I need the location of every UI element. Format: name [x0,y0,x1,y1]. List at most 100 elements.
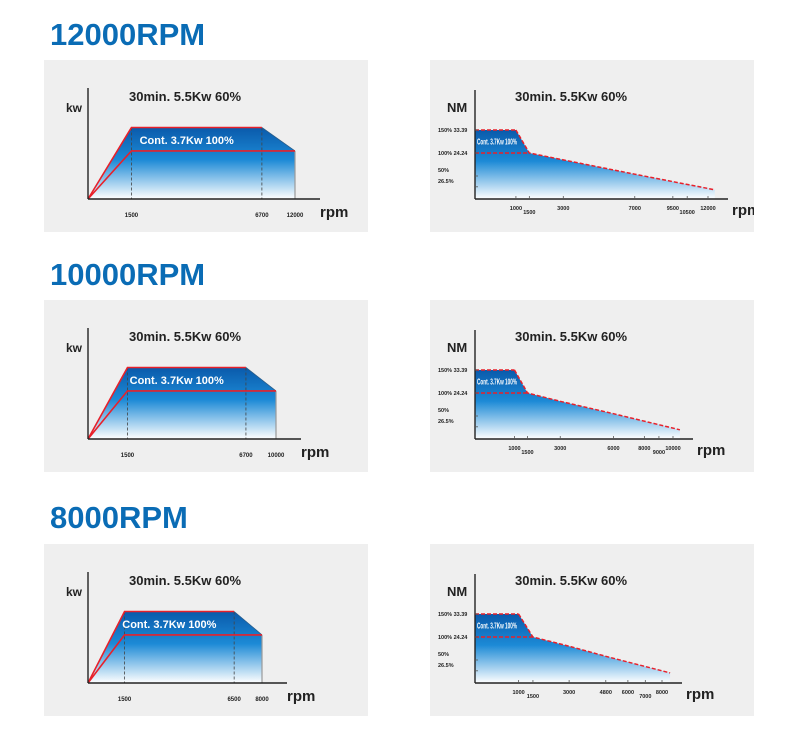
x-tick-label: 1500 [523,210,535,216]
x-tick-label: 9000 [653,450,665,456]
y-tick-label: 26.5% [438,663,454,669]
x-tick-label: 6000 [622,690,634,696]
power-chart-12000rpm: 30min. 5.5Kw 60% Cont. 3.7Kw 100% kw rpm 150… [44,60,368,232]
x-tick-label: 3000 [563,690,575,696]
peak-falloff-line [261,127,296,152]
x-tick-label: 1500 [121,453,135,459]
y-tick-label: 100% 24.24 [438,635,468,641]
power-title: 30min. 5.5Kw 60% [129,329,241,344]
torque-title: 30min. 5.5Kw 60% [515,573,627,588]
power-area [88,611,262,683]
y-axis-label: kw [66,341,83,355]
cont-label: Cont. 3.7Kw 100% [477,378,517,387]
x-tick-label: 1500 [118,697,132,703]
x-axis-label: rpm [686,686,714,703]
peak-falloff-line [245,367,277,392]
x-tick-label: 10000 [268,453,285,459]
torque-curve [513,369,681,431]
x-axis-label: rpm [301,444,329,461]
x-tick-label: 10000 [665,446,680,452]
cont-power-line [87,634,262,684]
chart-svg: 30min. 5.5Kw 60% Cont. 3.7Kw 100% kw rpm 150… [66,572,315,705]
x-tick-label: 3000 [557,206,569,212]
x-tick-label: 8000 [656,690,668,696]
cont-power-line [87,150,295,200]
x-axis-label: rpm [732,202,754,219]
y-axis-label: kw [66,585,83,599]
x-axis-label: rpm [320,204,348,221]
cont-label: Cont. 3.7Kw 100% [140,135,234,147]
power-title: 30min. 5.5Kw 60% [129,573,241,588]
x-axis-label: rpm [287,688,315,705]
x-tick-label: 6700 [255,213,269,219]
x-tick-label: 12000 [700,206,715,212]
cont-label: Cont. 3.7Kw 100% [130,375,224,387]
x-tick-label: 1500 [521,450,533,456]
torque-chart-12000rpm: 30min. 5.5Kw 60% Cont. 3.7Kw 100% NM rpm 150… [430,60,754,232]
power-area [88,367,276,439]
section-title-12000rpm: 12000RPM [50,17,206,52]
y-tick-label: 50% [438,408,449,414]
x-tick-label: 4800 [600,690,612,696]
torque-curve [515,129,715,191]
cont-power-line [87,390,276,440]
y-tick-label: 100% 24.24 [438,151,468,157]
y-tick-label: 150% 33.39 [438,612,467,618]
peak-power-line [87,610,235,684]
y-axis-label: NM [447,584,467,599]
x-tick-label: 1500 [125,213,139,219]
x-tick-label: 7000 [629,206,641,212]
peak-power-line [87,366,246,440]
power-title: 30min. 5.5Kw 60% [129,89,241,104]
x-tick-label: 1000 [512,690,524,696]
y-tick-label: 150% 33.39 [438,128,467,134]
torque-area [475,130,715,199]
torque-chart-8000rpm: 30min. 5.5Kw 60% Cont. 3.7Kw 100% NM rpm 150… [430,544,754,716]
y-axis-label: NM [447,340,467,355]
chart-svg: 30min. 5.5Kw 60% Cont. 3.7Kw 100% NM rpm 150… [438,329,725,459]
x-tick-label: 3000 [554,446,566,452]
section-title-10000rpm: 10000RPM [50,257,206,292]
y-tick-label: 26.5% [438,419,454,425]
x-tick-label: 6700 [239,453,253,459]
x-tick-label: 10500 [680,210,695,216]
cont-label: Cont. 3.7Kw 100% [122,619,216,631]
x-tick-label: 1000 [510,206,522,212]
peak-power-line [87,126,262,200]
y-tick-label: 150% 33.39 [438,368,467,374]
cont-label: Cont. 3.7Kw 100% [477,622,517,631]
chart-svg: 30min. 5.5Kw 60% Cont. 3.7Kw 100% kw rpm 150… [66,328,329,461]
x-axis-label: rpm [697,442,725,459]
x-tick-label: 12000 [287,213,304,219]
x-tick-label: 8000 [255,697,269,703]
chart-svg: 30min. 5.5Kw 60% Cont. 3.7Kw 100% NM rpm 150… [438,89,754,219]
x-tick-label: 6500 [227,697,241,703]
cont-label: Cont. 3.7Kw 100% [477,138,517,147]
y-tick-label: 50% [438,168,449,174]
peak-falloff-line [233,611,263,636]
x-tick-label: 1500 [527,694,539,700]
torque-area [475,614,671,683]
y-axis-label: NM [447,100,467,115]
x-tick-label: 6000 [607,446,619,452]
power-area [88,127,295,199]
torque-title: 30min. 5.5Kw 60% [515,329,627,344]
y-axis-label: kw [66,101,83,115]
y-tick-label: 50% [438,652,449,658]
y-tick-label: 100% 24.24 [438,391,468,397]
y-tick-label: 26.5% [438,179,454,185]
torque-chart-10000rpm: 30min. 5.5Kw 60% Cont. 3.7Kw 100% NM rpm 150… [430,300,754,472]
power-chart-8000rpm: 30min. 5.5Kw 60% Cont. 3.7Kw 100% kw rpm 150… [44,544,368,716]
chart-svg: 30min. 5.5Kw 60% Cont. 3.7Kw 100% NM rpm 150… [438,573,714,703]
x-tick-label: 7000 [639,694,651,700]
chart-svg: 30min. 5.5Kw 60% Cont. 3.7Kw 100% kw rpm 150… [66,88,348,221]
x-tick-label: 8000 [638,446,650,452]
x-tick-label: 9500 [667,206,679,212]
section-title-8000rpm: 8000RPM [50,500,188,535]
torque-title: 30min. 5.5Kw 60% [515,89,627,104]
torque-area [475,370,680,439]
x-tick-label: 1000 [508,446,520,452]
power-chart-10000rpm: 30min. 5.5Kw 60% Cont. 3.7Kw 100% kw rpm 150… [44,300,368,472]
torque-curve [517,613,671,674]
